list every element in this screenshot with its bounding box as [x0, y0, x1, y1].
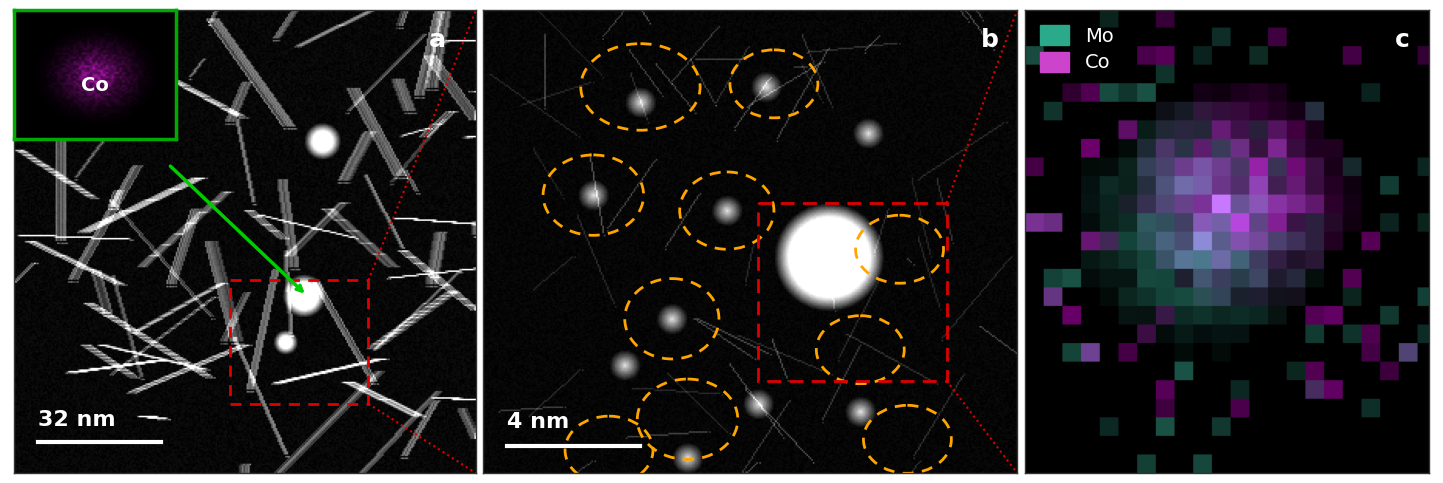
Text: c: c	[1395, 28, 1410, 52]
Bar	[229, 280, 368, 404]
Text: 4 nm: 4 nm	[506, 412, 569, 432]
Legend: Mo, Co: Mo, Co	[1035, 19, 1120, 78]
Bar	[758, 203, 947, 381]
Text: b: b	[981, 28, 999, 52]
Text: 32 nm: 32 nm	[38, 410, 115, 430]
Text: a: a	[429, 28, 446, 52]
